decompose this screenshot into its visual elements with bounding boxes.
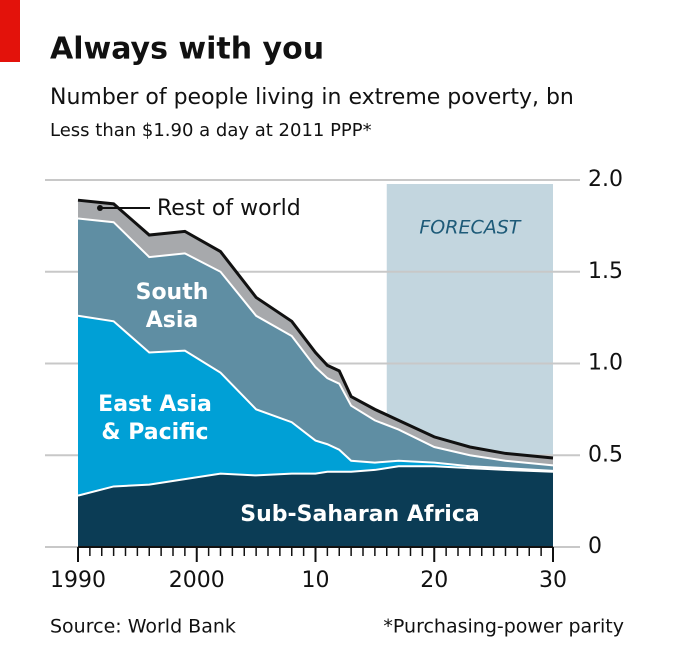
area-label: Sub-Saharan Africa [240, 502, 480, 527]
forecast-label: FORECAST [419, 217, 521, 239]
area-edge [77, 465, 554, 497]
area-label: South Asia [135, 280, 209, 333]
chart-title: Always with you [50, 32, 324, 67]
x-tick-label: 1990 [50, 568, 106, 593]
area-edge [77, 198, 554, 460]
y-tick-label: 0.5 [588, 442, 623, 467]
y-tick-label: 0 [588, 534, 602, 559]
source: Source: World Bank [50, 616, 236, 638]
y-tick-label: 2.0 [588, 167, 623, 192]
area [78, 200, 553, 466]
series-label: Rest of world [157, 196, 301, 221]
footnote: *Purchasing-power parity [383, 616, 624, 638]
x-tick-label: 20 [420, 568, 448, 593]
x-tick-label: 10 [302, 568, 330, 593]
note: Less than $1.90 a day at 2011 PPP* [50, 120, 372, 141]
area [78, 466, 553, 547]
area-label: East Asia & Pacific [98, 392, 212, 445]
area-edge [77, 217, 554, 467]
area [78, 315, 553, 496]
x-tick-label: 2000 [169, 568, 225, 593]
area [78, 218, 553, 471]
subtitle: Number of people living in extreme pover… [50, 85, 574, 110]
red-tag [0, 0, 20, 62]
y-tick-label: 1.0 [588, 351, 623, 376]
y-tick-label: 1.5 [588, 259, 623, 284]
x-tick-label: 30 [539, 568, 567, 593]
area-edge [77, 314, 554, 472]
